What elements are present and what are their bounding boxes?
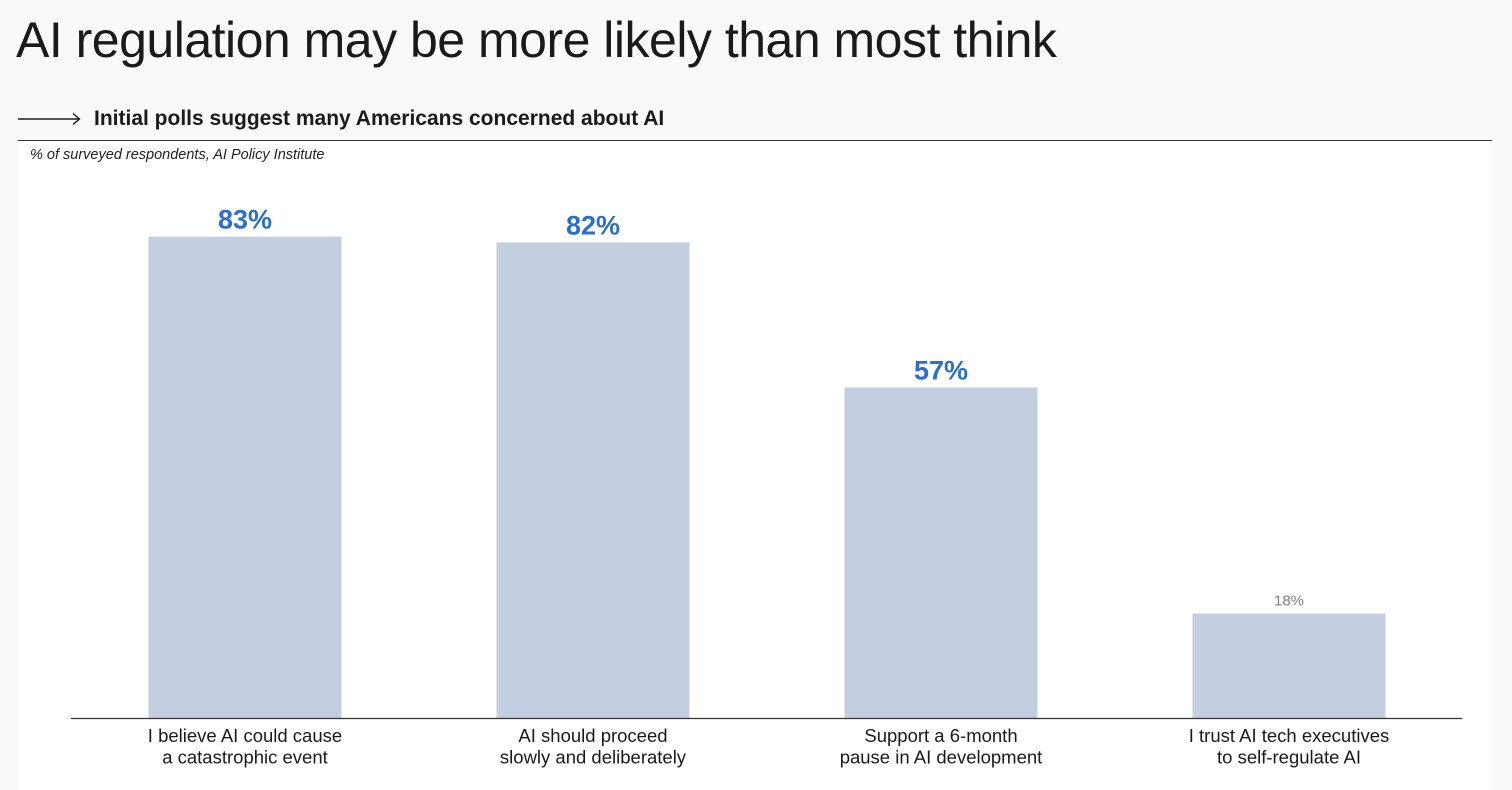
category-label: a catastrophic event [162, 747, 328, 768]
category-label: AI should proceed [518, 725, 667, 746]
bar [844, 387, 1038, 718]
category-label: pause in AI development [840, 747, 1043, 768]
category-label: I believe AI could cause [148, 725, 342, 746]
chart-subtitle: Initial polls suggest many Americans con… [94, 107, 665, 130]
header-divider [18, 140, 1492, 141]
bar [1192, 613, 1386, 718]
page-title: AI regulation may be more likely than mo… [16, 12, 1057, 68]
bar-value-label: 57% [914, 355, 968, 385]
bar [496, 242, 690, 718]
right-arrow-icon [18, 112, 81, 126]
category-label: Support a 6-month [864, 725, 1017, 746]
source-note: % of surveyed respondents, AI Policy Ins… [30, 147, 325, 163]
bar [148, 236, 342, 718]
category-label: to self-regulate AI [1217, 747, 1361, 768]
chart-subtitle-row: Initial polls suggest many Americans con… [18, 104, 664, 134]
bar-value-label: 18% [1274, 593, 1304, 610]
bar-value-label: 83% [218, 205, 272, 235]
category-label: I trust AI tech executives [1189, 725, 1390, 746]
category-label: slowly and deliberately [500, 747, 687, 768]
bar-value-label: 82% [566, 210, 620, 240]
